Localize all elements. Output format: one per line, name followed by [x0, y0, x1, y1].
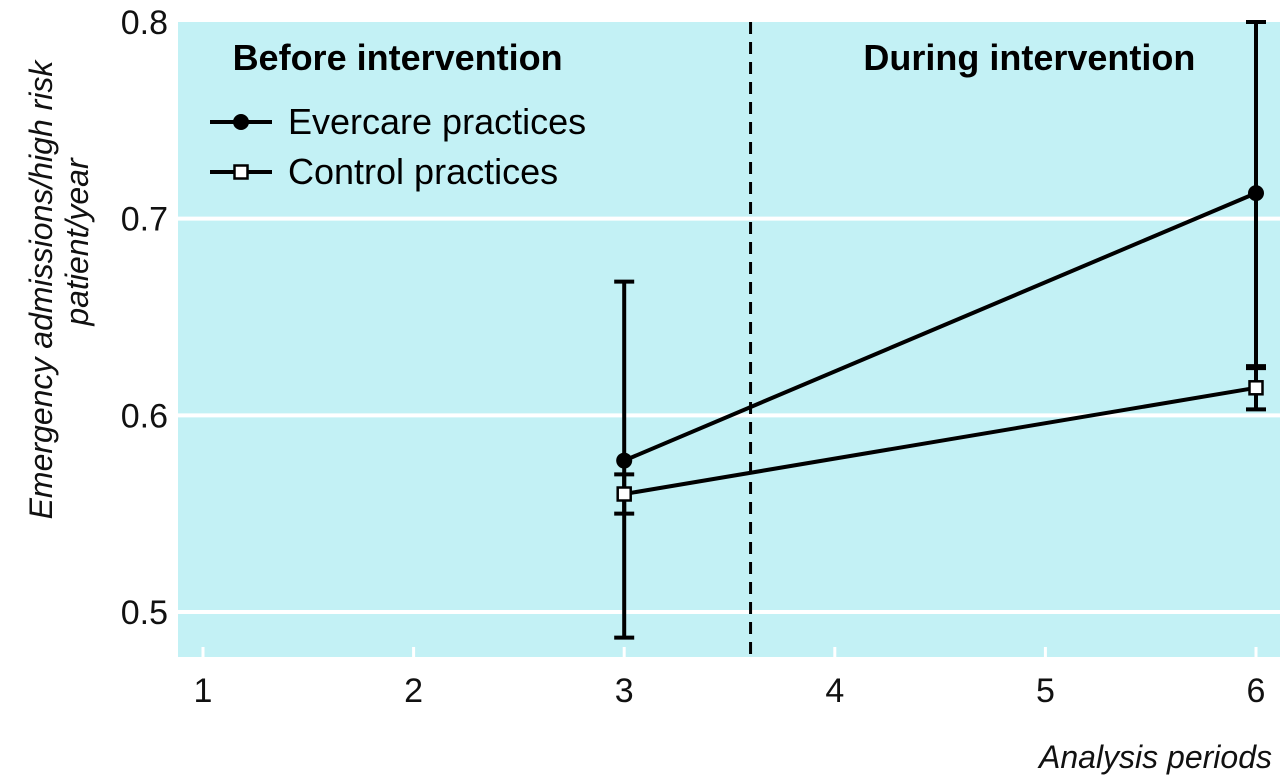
y-axis-ticks: 0.5 0.6 0.7 0.8: [121, 4, 168, 632]
series-control: [614, 366, 1266, 516]
y-tick-label: 0.6: [121, 397, 168, 435]
x-axis-label: Analysis periods: [1037, 739, 1272, 775]
x-tick-label: 4: [825, 672, 844, 710]
series-line: [623, 191, 1257, 463]
region-label: During intervention: [863, 37, 1195, 78]
legend-marker: [233, 164, 249, 180]
legend-item: Control practices: [210, 151, 558, 192]
x-axis-ticks: 1 2 3 4 5 6: [194, 647, 1266, 710]
series-evercare: [614, 20, 1266, 640]
x-tick-label: 2: [404, 672, 423, 710]
x-tick-label: 5: [1036, 672, 1055, 710]
plot-background: [178, 22, 1280, 657]
data-point: [1248, 380, 1264, 396]
legend: Evercare practices Control practices: [210, 101, 586, 192]
legend-label: Control practices: [288, 151, 558, 192]
y-axis-label: Emergency admissions/high riskpatient/ye…: [23, 59, 95, 520]
region-labels: Before intervention During intervention: [233, 37, 1196, 78]
x-tick-label: 1: [194, 672, 213, 710]
x-tick-label: 6: [1247, 672, 1266, 710]
legend-item: Evercare practices: [210, 101, 586, 142]
series-line: [623, 385, 1257, 496]
y-tick-label: 0.8: [121, 4, 168, 42]
series-group: [614, 20, 1266, 640]
region-label: Before intervention: [233, 37, 563, 78]
y-axis-label-line: patient/year: [59, 157, 95, 327]
y-tick-label: 0.5: [121, 594, 168, 632]
y-axis-label-line: Emergency admissions/high risk: [23, 59, 59, 520]
x-tick-label: 3: [615, 672, 634, 710]
data-point: [616, 452, 633, 469]
data-point: [1248, 185, 1264, 202]
y-tick-label: 0.7: [121, 201, 168, 239]
data-point: [616, 486, 632, 502]
legend-marker: [233, 114, 249, 130]
legend-label: Evercare practices: [288, 101, 586, 142]
